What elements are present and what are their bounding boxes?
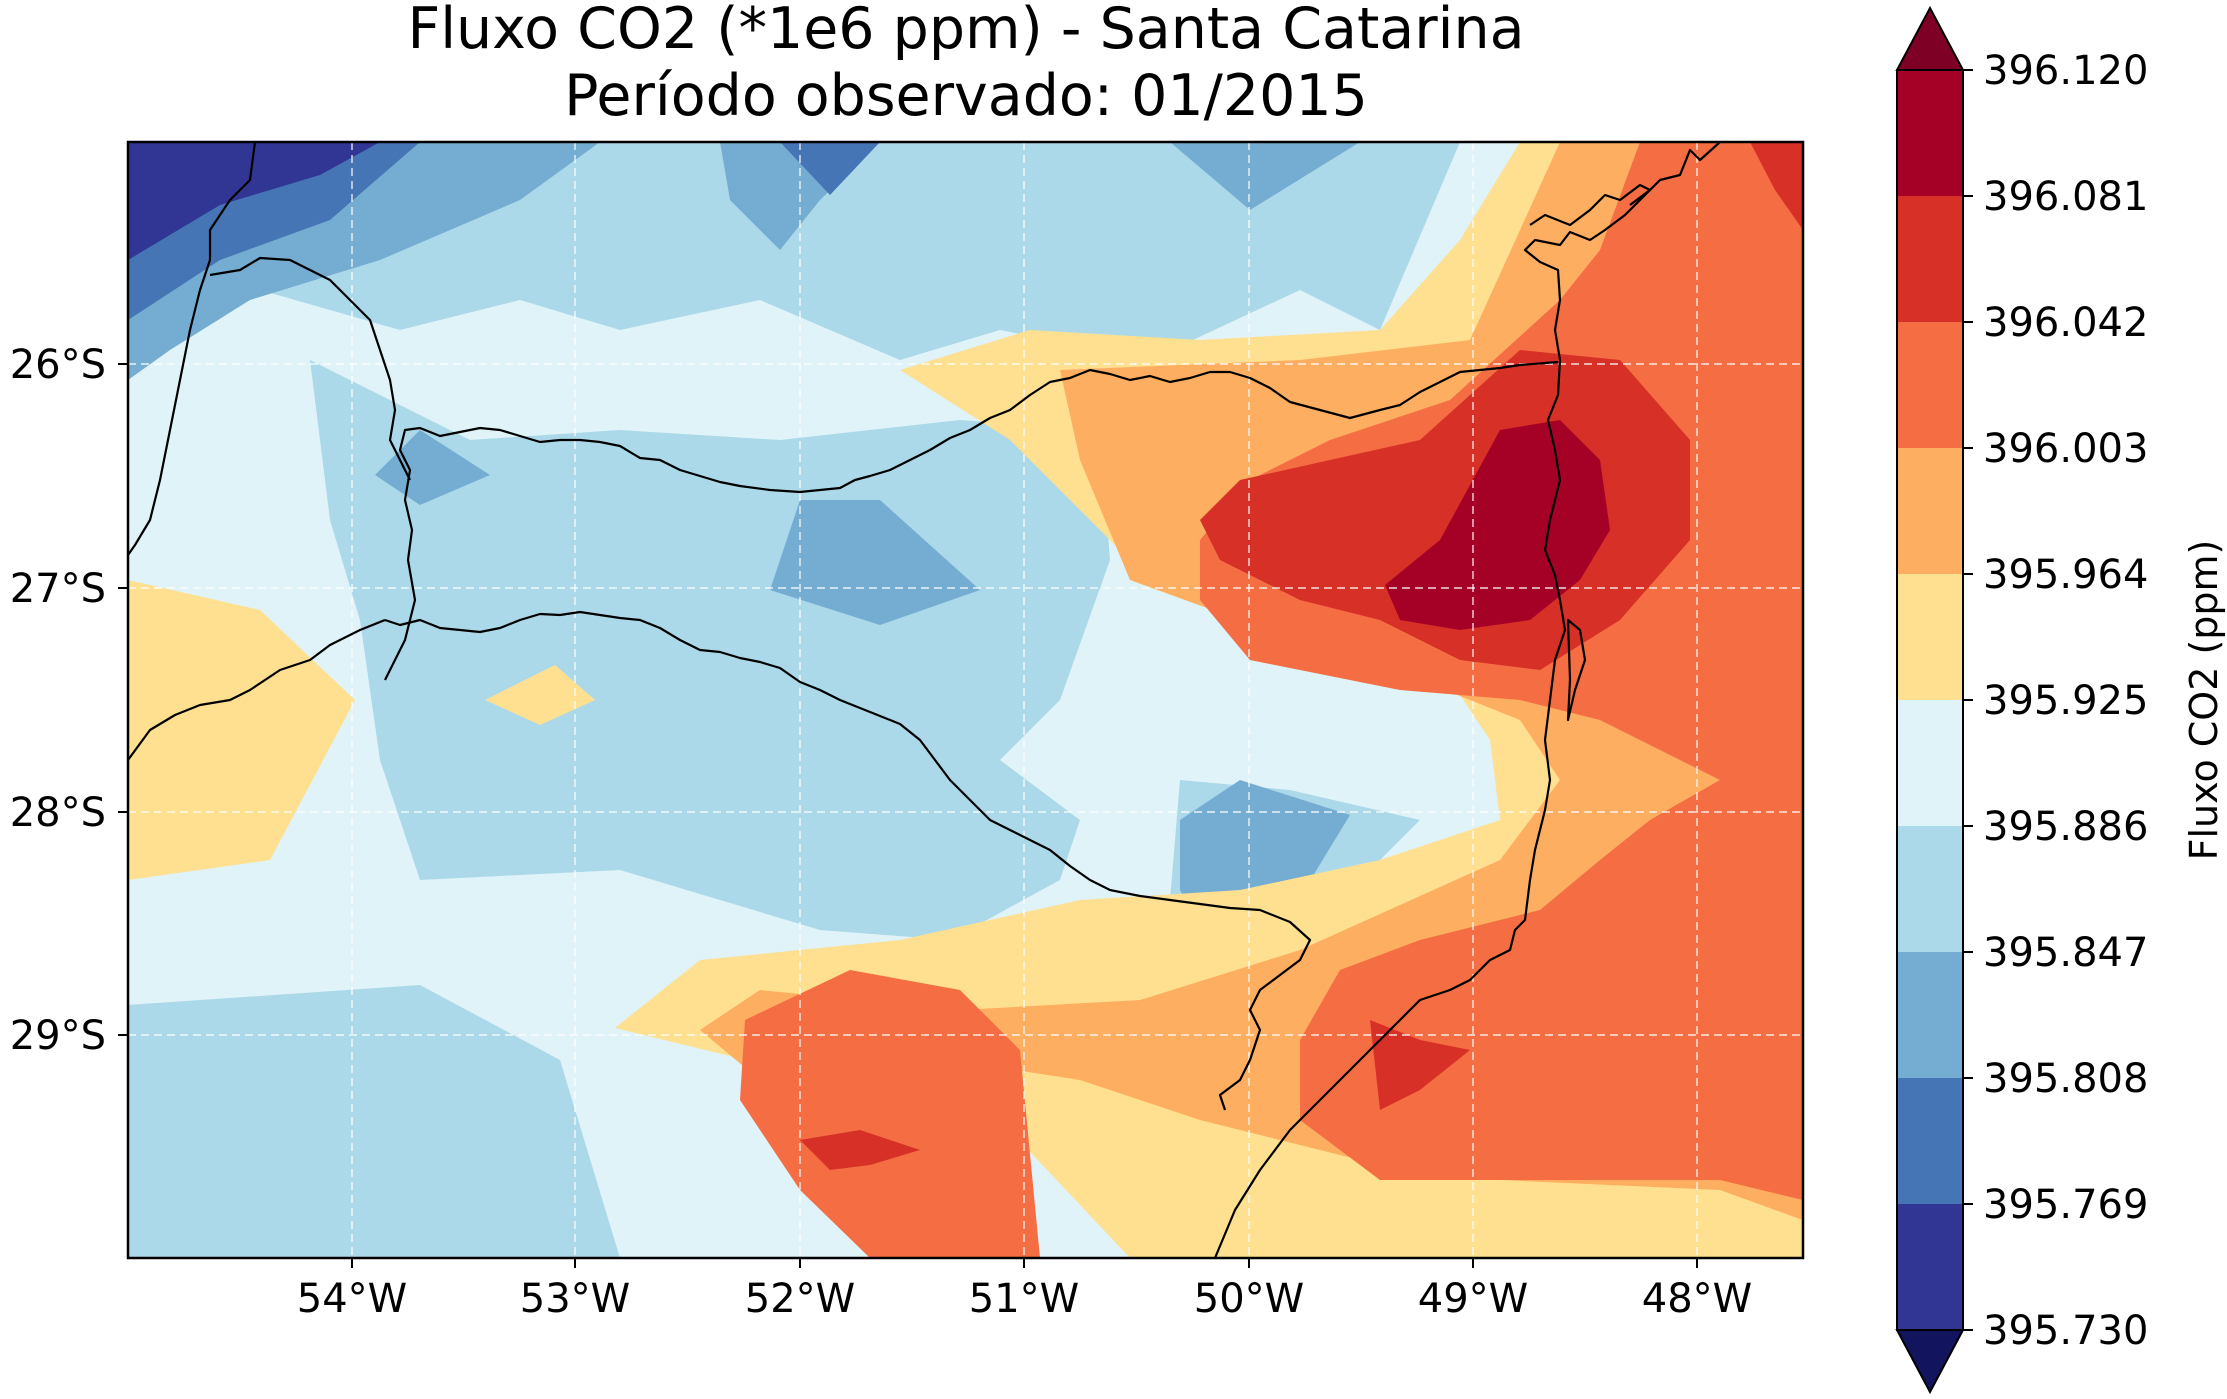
colorbar-segment bbox=[1897, 448, 1963, 575]
colorbar-segment bbox=[1897, 1204, 1963, 1331]
contour-dark-red bbox=[1385, 420, 1610, 630]
colorbar-tick-label: 395.925 bbox=[1983, 678, 2148, 724]
map-title: Fluxo CO2 (*1e6 ppm) - Santa Catarina bbox=[407, 0, 1524, 62]
colorbar-tick-label: 396.081 bbox=[1983, 174, 2148, 220]
colorbar-tick-label: 396.120 bbox=[1983, 48, 2148, 94]
country-border-sw bbox=[128, 618, 386, 761]
colorbar-tick-label: 396.042 bbox=[1983, 300, 2148, 346]
colorbar-extend-max bbox=[1895, 5, 1965, 71]
lat-tick-label: 27°S bbox=[10, 566, 106, 612]
coastline bbox=[1213, 142, 1721, 1258]
lon-tick-label: 52°W bbox=[745, 1276, 855, 1322]
lon-axis: 54°W 53°W 52°W 51°W 50°W 49°W 48°W bbox=[297, 1258, 1752, 1322]
state-border-north bbox=[384, 360, 1559, 681]
colorbar-tick-label: 395.886 bbox=[1983, 804, 2148, 850]
colorbar: 396.120 396.081 396.042 396.003 395.964 395.9… bbox=[1895, 5, 2148, 1395]
lat-tick-label: 29°S bbox=[10, 1013, 106, 1059]
coastline-islands bbox=[1566, 618, 1587, 722]
coastline-inlet bbox=[1529, 183, 1652, 227]
lat-axis: 26°S 27°S 28°S 29°S bbox=[10, 342, 128, 1059]
lon-tick-label: 54°W bbox=[297, 1276, 407, 1322]
lon-tick-label: 51°W bbox=[969, 1276, 1079, 1322]
colorbar-segment bbox=[1897, 826, 1963, 953]
colorbar-tick-label: 395.964 bbox=[1983, 552, 2148, 598]
colorbar-tick-label: 395.847 bbox=[1983, 930, 2148, 976]
colorbar-extend-min bbox=[1895, 1329, 1965, 1395]
colorbar-segment bbox=[1897, 70, 1963, 197]
colorbar-segment bbox=[1897, 952, 1963, 1079]
colorbar-segment bbox=[1897, 1078, 1963, 1205]
colorbar-tick-label: 395.769 bbox=[1983, 1182, 2148, 1228]
colorbar-label: Fluxo CO2 (ppm) bbox=[2182, 540, 2226, 861]
contour-deep-blue bbox=[128, 142, 380, 260]
lon-tick-label: 48°W bbox=[1642, 1276, 1752, 1322]
lon-tick-label: 49°W bbox=[1418, 1276, 1528, 1322]
colorbar-tick-label: 395.808 bbox=[1983, 1056, 2148, 1102]
colorbar-tick-label: 395.730 bbox=[1983, 1308, 2148, 1354]
colorbar-segment bbox=[1897, 700, 1963, 827]
colorbar-segment bbox=[1897, 322, 1963, 449]
lon-tick-label: 50°W bbox=[1194, 1276, 1304, 1322]
lat-tick-label: 28°S bbox=[10, 790, 106, 836]
colorbar-segment bbox=[1897, 574, 1963, 701]
map-frame bbox=[126, 140, 1805, 1260]
colorbar-segment bbox=[1897, 196, 1963, 323]
lat-tick-label: 26°S bbox=[10, 342, 106, 388]
colorbar-tick-label: 396.003 bbox=[1983, 426, 2148, 472]
map-subtitle: Período observado: 01/2015 bbox=[564, 63, 1368, 129]
lon-tick-label: 53°W bbox=[520, 1276, 630, 1322]
country-border-argentina bbox=[209, 256, 411, 481]
gridlines bbox=[128, 142, 1803, 1258]
map-panel bbox=[128, 142, 1803, 1258]
country-border-west bbox=[128, 142, 257, 556]
state-border-south bbox=[384, 610, 1312, 1111]
